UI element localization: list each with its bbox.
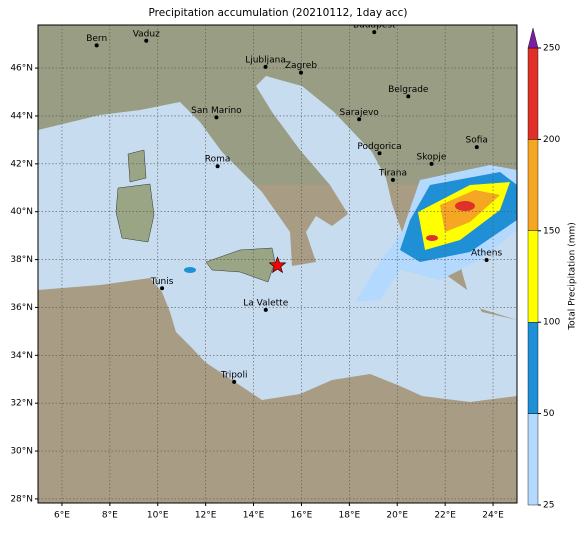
city-marker xyxy=(377,151,382,156)
city-marker xyxy=(94,43,99,48)
city-label: Bern xyxy=(86,34,107,44)
axes: 6°E 8°E 10°E 12°E 14°E 16°E 18°E 20°E 22°E 24°E 28… xyxy=(10,64,504,521)
x-tick-label: 20°E xyxy=(386,511,408,521)
city-label: Belgrade xyxy=(388,85,429,95)
colorbar: 25 50 100 150 200 250 xyxy=(527,27,560,511)
city-label: Sarajevo xyxy=(340,108,380,118)
city-marker xyxy=(406,94,411,99)
colorbar-tick-label: 25 xyxy=(543,501,554,511)
city-label: Tunis xyxy=(150,277,174,287)
colorbar-segment xyxy=(527,413,539,506)
y-tick-label: 34°N xyxy=(10,351,33,361)
city-label: Zagreb xyxy=(285,61,317,71)
city-marker xyxy=(298,70,303,75)
city-label: Budapest xyxy=(353,21,396,31)
city-marker xyxy=(390,177,395,182)
event-star xyxy=(268,256,287,274)
city-label: Tripoli xyxy=(220,370,248,380)
city-marker xyxy=(484,258,489,263)
colorbar-extend xyxy=(527,27,539,49)
x-tick-label: 22°E xyxy=(434,511,456,521)
city-marker xyxy=(232,379,237,384)
y-tick-label: 44°N xyxy=(10,111,33,121)
city-marker xyxy=(263,64,268,69)
y-tick-label: 42°N xyxy=(10,159,33,169)
city-label: Sofia xyxy=(466,136,488,146)
city-label: Roma xyxy=(205,155,231,165)
y-tick-label: 28°N xyxy=(10,494,33,504)
city-marker xyxy=(144,38,149,43)
city-marker xyxy=(372,30,377,35)
x-tick-label: 6°E xyxy=(54,511,70,521)
y-tick-label: 36°N xyxy=(10,303,33,313)
city-label: La Valette xyxy=(243,298,288,308)
colorbar-segment xyxy=(527,139,539,231)
city-label: Tirana xyxy=(378,168,407,178)
corsica xyxy=(127,149,147,183)
precip-higher xyxy=(440,190,500,232)
colorbar-tick-label: 150 xyxy=(543,226,560,236)
sicily xyxy=(205,247,276,283)
colorbar-label: Total Precipitation (mm) xyxy=(568,222,578,331)
colorbar-tick-label: 50 xyxy=(543,409,555,419)
city-label: Ljubljana xyxy=(245,55,286,65)
x-tick-label: 14°E xyxy=(243,511,265,521)
sardinia xyxy=(115,183,155,243)
city-label: San Marino xyxy=(191,106,242,116)
colorbar-tick-label: 200 xyxy=(543,135,560,145)
colorbar-segment xyxy=(527,322,539,414)
title: Precipitation accumulation (20210112, 1d… xyxy=(149,7,408,19)
y-tick-label: 40°N xyxy=(10,207,33,217)
x-tick-label: 18°E xyxy=(339,511,361,521)
precip-heavy xyxy=(455,201,475,211)
y-tick-label: 46°N xyxy=(10,64,33,74)
city-label: Athens xyxy=(471,249,502,259)
city-label: Skopje xyxy=(417,152,447,162)
city-marker xyxy=(429,161,434,166)
colorbar-tick-label: 250 xyxy=(543,44,560,54)
city-marker xyxy=(474,145,479,150)
city-marker xyxy=(263,307,268,312)
city-marker xyxy=(215,164,220,169)
x-tick-label: 24°E xyxy=(482,511,504,521)
city-marker xyxy=(214,115,219,120)
precip-heavy xyxy=(426,235,438,241)
city-marker xyxy=(357,117,362,122)
x-tick-label: 16°E xyxy=(291,511,313,521)
colorbar-tick-label: 100 xyxy=(543,318,560,328)
x-tick-label: 10°E xyxy=(147,511,169,521)
colorbar-segment xyxy=(527,230,539,323)
y-tick-label: 30°N xyxy=(10,447,33,457)
colorbar-segment xyxy=(527,47,539,140)
y-tick-label: 38°N xyxy=(10,255,33,265)
precip-medium xyxy=(184,267,196,273)
city-label: Vaduz xyxy=(133,29,160,39)
x-tick-label: 8°E xyxy=(102,511,118,521)
y-tick-label: 32°N xyxy=(10,399,33,409)
x-tick-label: 12°E xyxy=(195,511,217,521)
city-marker xyxy=(160,286,165,291)
map-frame xyxy=(37,24,518,504)
city-label: Podgorica xyxy=(357,142,401,152)
